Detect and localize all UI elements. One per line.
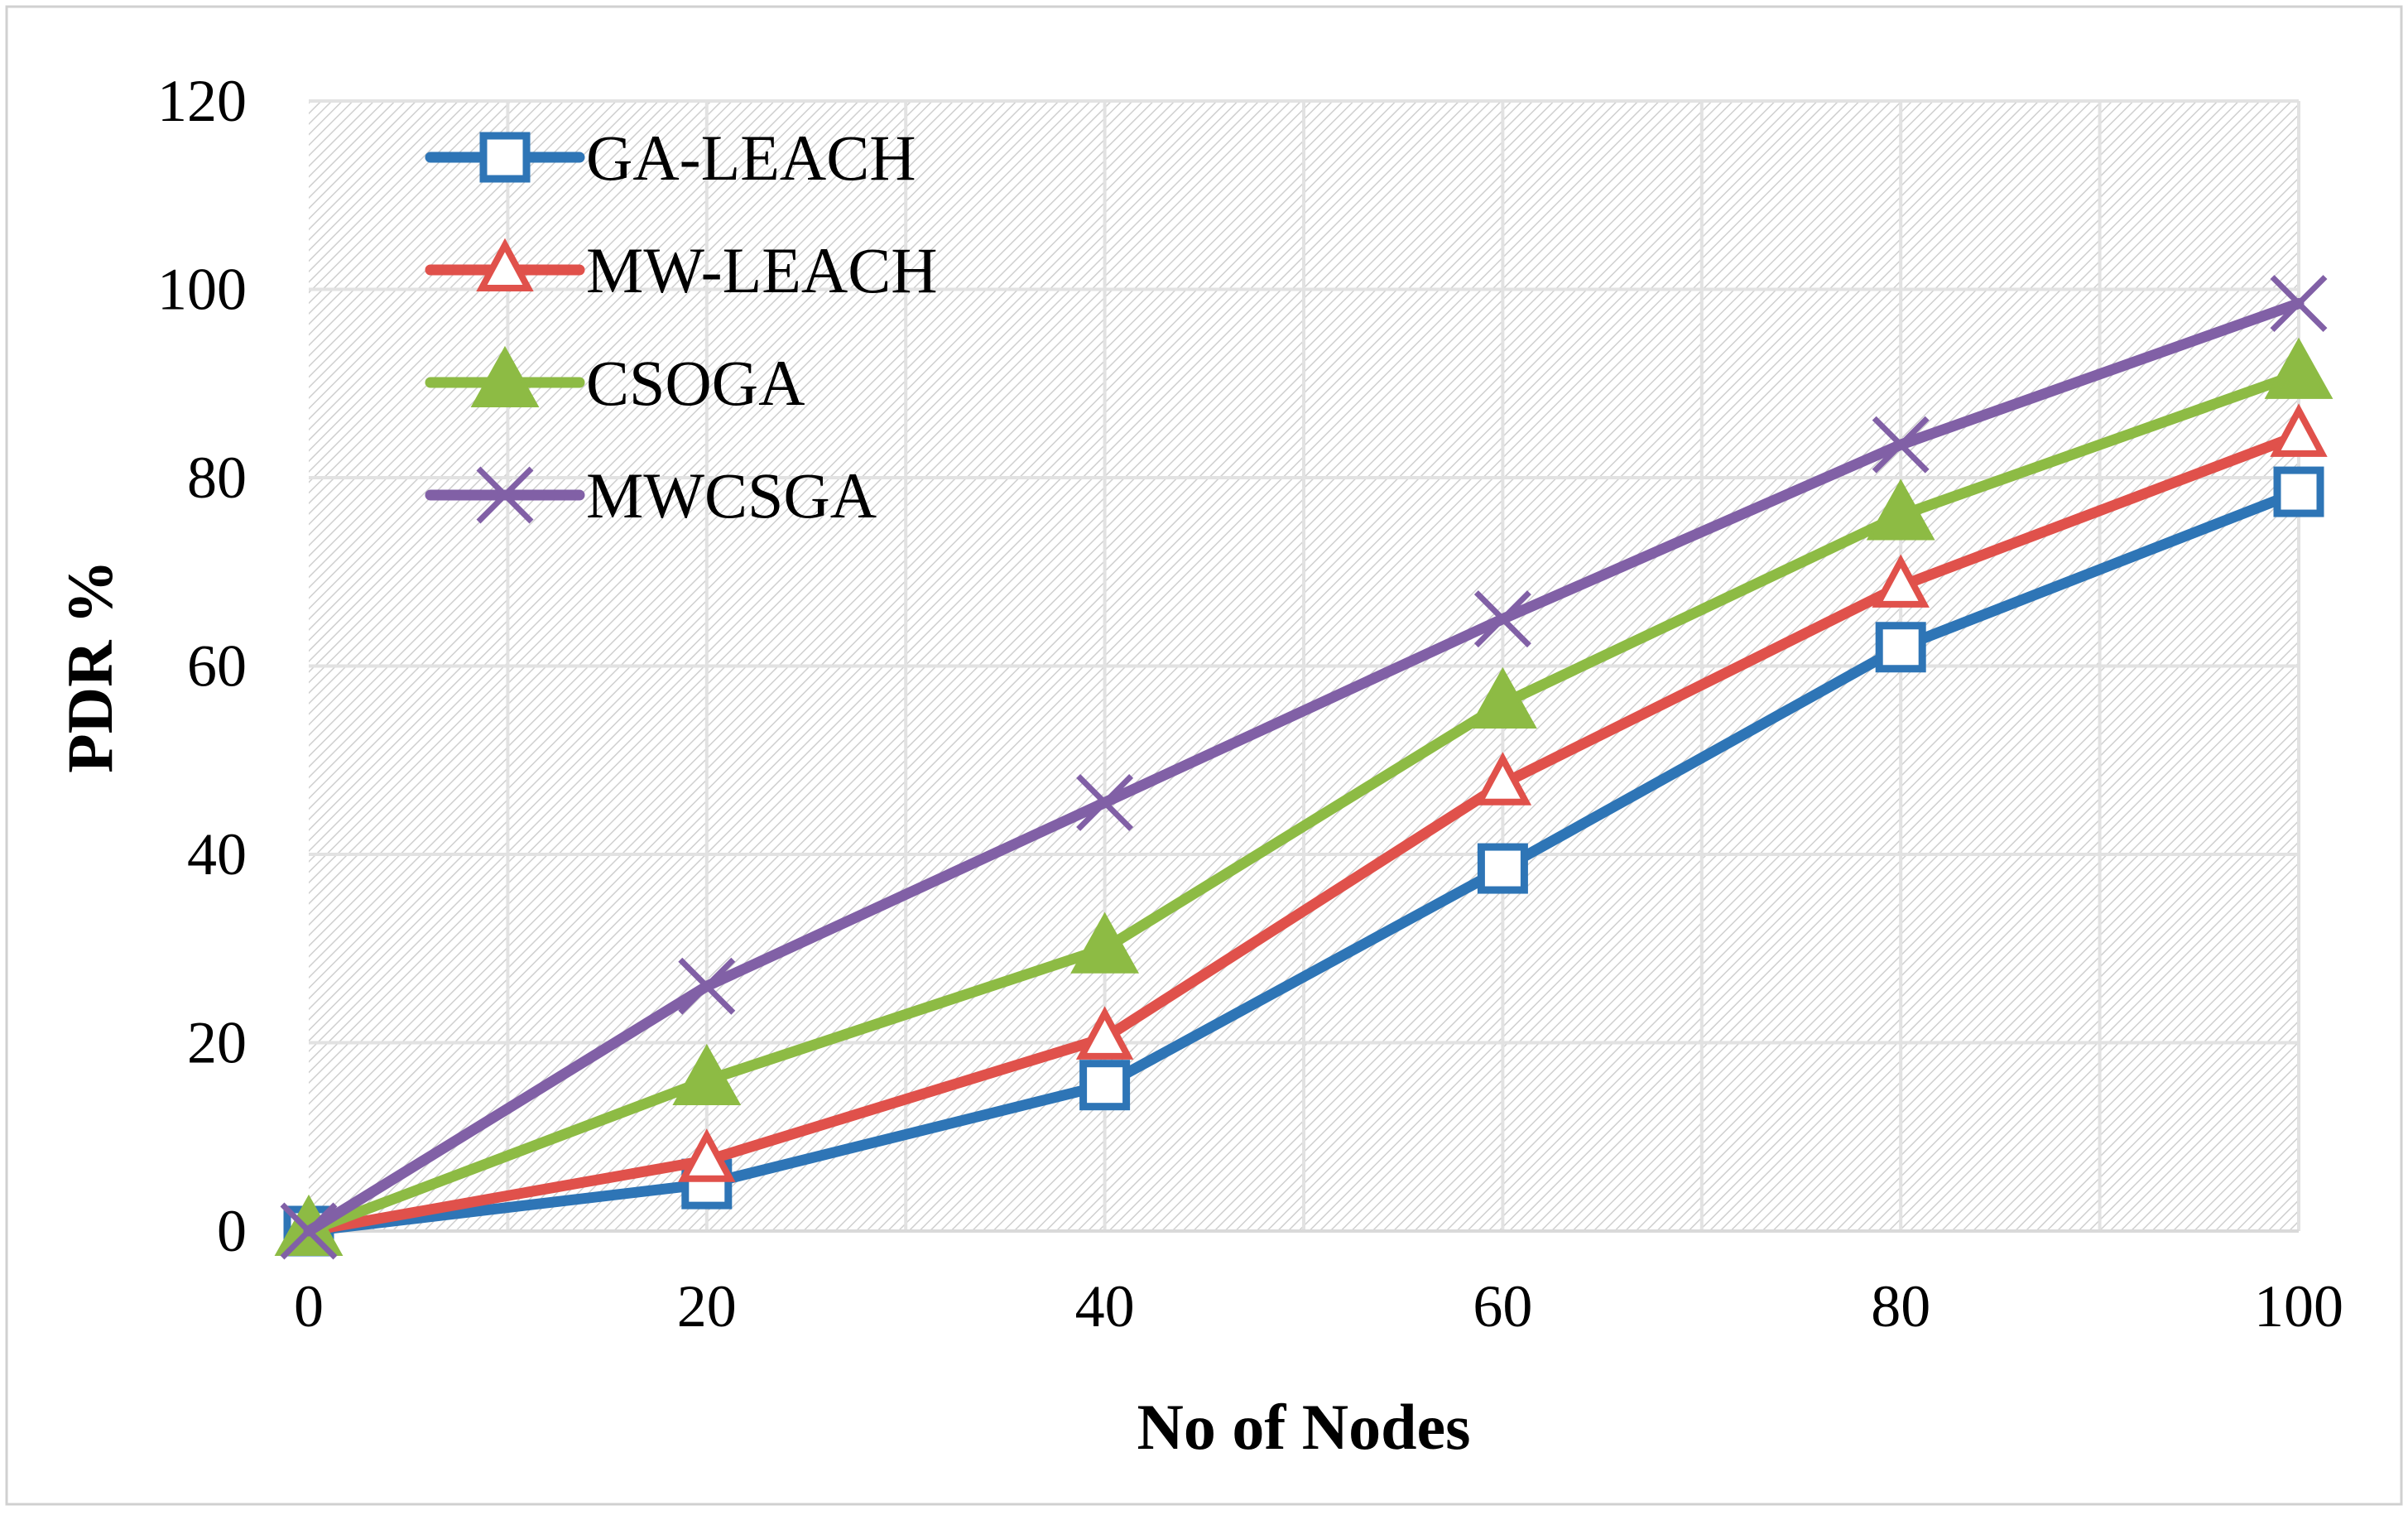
legend-item-ga-leach: GA-LEACH — [425, 122, 916, 194]
x-tick-label: 40 — [1075, 1273, 1135, 1339]
x-tick-label: 20 — [677, 1273, 737, 1339]
x-tick-label: 60 — [1473, 1273, 1532, 1339]
data-point-csoga — [2264, 337, 2334, 399]
data-point-csoga — [1070, 911, 1140, 974]
data-point-mwcsga — [678, 957, 736, 1015]
legend-item-mwcsga: MWCSGA — [425, 459, 877, 531]
y-axis-title: PDR % — [54, 560, 126, 773]
series-line-mw-leach — [303, 430, 2305, 1237]
data-point-csoga — [1468, 666, 1537, 729]
data-point-csoga — [672, 1043, 742, 1105]
y-tick-label: 20 — [187, 1010, 247, 1076]
legend-item-mw-leach: MW-LEACH — [425, 234, 938, 306]
data-point-mw-leach — [2270, 403, 2328, 457]
data-point-ga-leach — [1079, 1060, 1131, 1111]
legend-marker-mw-leach — [476, 238, 534, 291]
y-tick-label: 120 — [157, 68, 247, 134]
x-tick-label: 0 — [294, 1273, 324, 1339]
legend-marker-ga-leach — [479, 132, 531, 183]
legend-label-mw-leach: MW-LEACH — [586, 234, 938, 306]
tick-labels: 0 20 40 60 80 100 0 20 40 60 80 100 120 — [157, 68, 2343, 1339]
data-point-mwcsga — [1076, 773, 1134, 831]
data-point-mwcsga — [1872, 416, 1930, 474]
legend: GA-LEACH MW-LEACH CSOGA MWCSGA — [425, 122, 938, 531]
legend-marker-mwcsga — [476, 466, 534, 524]
series-line-mwcsga — [303, 298, 2305, 1237]
y-tick-label: 40 — [187, 821, 247, 887]
data-point-mw-leach — [1075, 1006, 1134, 1060]
legend-label-ga-leach: GA-LEACH — [586, 122, 916, 194]
series-line-csoga — [303, 368, 2305, 1237]
y-tick-label: 0 — [217, 1198, 247, 1264]
legend-label-csoga: CSOGA — [586, 347, 805, 419]
data-point-ga-leach — [1477, 843, 1528, 894]
series-layer — [274, 275, 2334, 1260]
legend-item-csoga: CSOGA — [425, 345, 805, 419]
legend-label-mwcsga: MWCSGA — [586, 459, 877, 531]
y-tick-label: 100 — [157, 257, 247, 323]
series-mw-leach — [280, 403, 2328, 1253]
x-axis-title: No of Nodes — [1137, 1391, 1471, 1463]
data-point-mw-leach — [1872, 554, 1930, 608]
y-tick-label: 80 — [187, 445, 247, 511]
data-point-mwcsga — [2270, 275, 2328, 333]
data-point-mwcsga — [1473, 590, 1531, 648]
series-line-ga-leach — [303, 486, 2305, 1237]
data-point-mw-leach — [678, 1128, 736, 1182]
data-point-mw-leach — [1473, 752, 1532, 806]
data-point-csoga — [1866, 479, 1935, 541]
data-point-mwcsga — [280, 1202, 338, 1260]
legend-marker-csoga — [470, 345, 540, 407]
x-tick-label: 100 — [2254, 1273, 2343, 1339]
series-mwcsga — [280, 275, 2328, 1260]
data-point-ga-leach — [2273, 466, 2324, 517]
x-tick-label: 80 — [1871, 1273, 1930, 1339]
y-tick-label: 60 — [187, 633, 247, 700]
data-point-ga-leach — [1875, 622, 1926, 673]
